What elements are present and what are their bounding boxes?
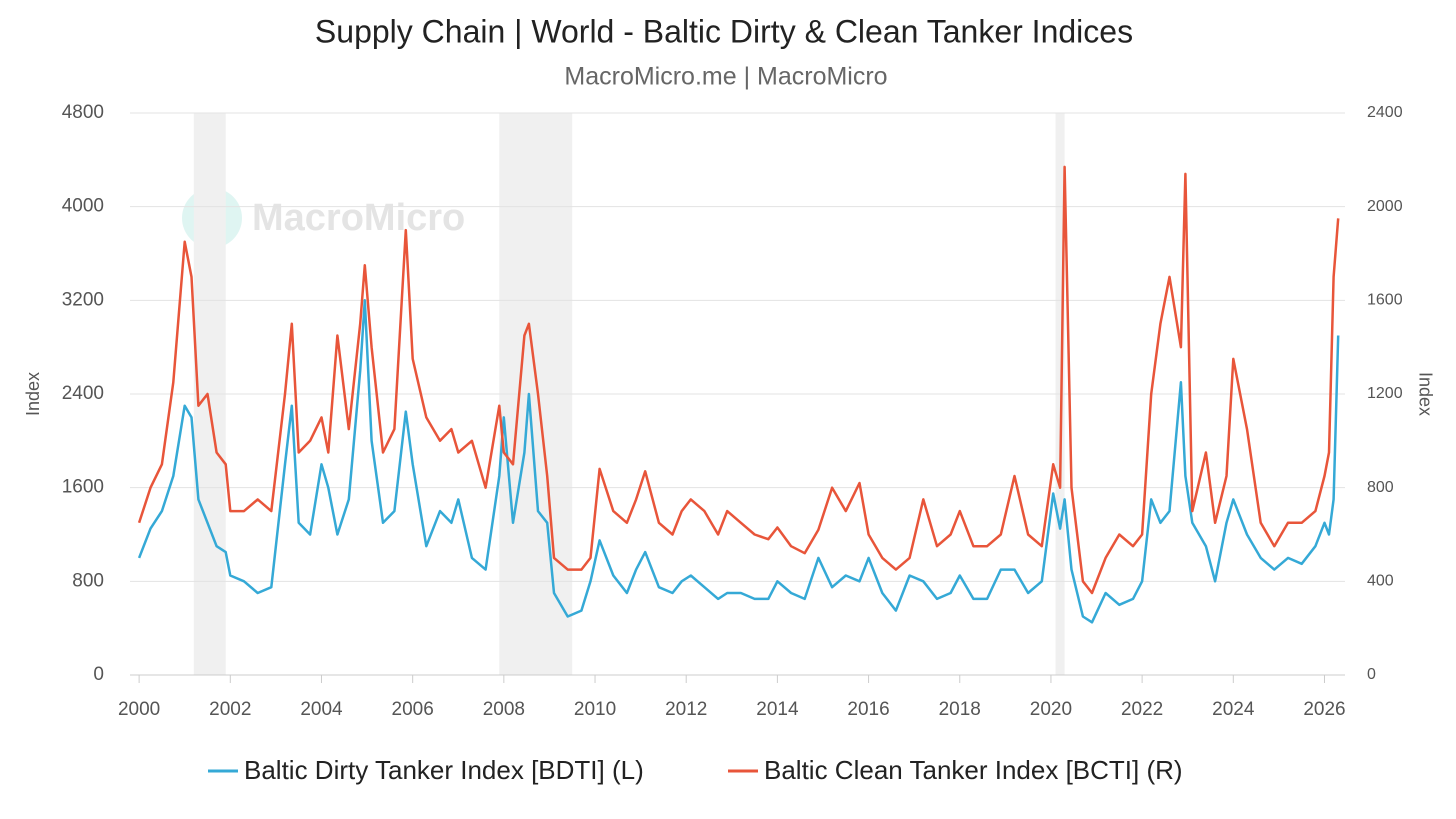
y-tick-label: 3200 [62,289,104,310]
x-tick-label: 2018 [939,699,981,720]
series-line [137,165,1340,595]
x-tick-label: 2016 [847,699,889,720]
x-tick-label: 2014 [756,699,799,720]
y-tick-label: 4000 [62,196,104,217]
y2-axis-label: Index [1415,372,1435,416]
y2-tick-label: 800 [1367,479,1394,496]
y2-tick-label: 2400 [1367,104,1403,121]
y-tick-label: 1600 [62,477,104,498]
y2-tick-label: 400 [1367,573,1394,590]
y-tick-label: 800 [72,570,104,591]
x-tick-label: 2002 [209,699,251,720]
x-tick-label: 2008 [483,699,525,720]
y-tick-label: 4800 [62,102,104,123]
y2-tick-label: 0 [1367,666,1376,683]
y2-tick-label: 2000 [1367,198,1403,215]
y-tick-label: 0 [93,664,104,685]
x-tick-label: 2020 [1030,699,1072,720]
y-tick-label: 2400 [62,383,104,404]
x-tick-label: 2024 [1212,699,1255,720]
chart-title: Supply Chain | World - Baltic Dirty & Cl… [315,13,1133,49]
legend-label: Baltic Clean Tanker Index [BCTI] (R) [764,755,1183,785]
watermark: MacroMicro [252,197,465,239]
y2-tick-label: 1600 [1367,292,1403,309]
y-axis-label: Index [23,372,43,416]
series-line [137,299,1340,624]
x-tick-label: 2026 [1303,699,1345,720]
chart-subtitle: MacroMicro.me | MacroMicro [564,63,887,91]
x-tick-label: 2010 [574,699,616,720]
x-tick-label: 2012 [665,699,707,720]
x-tick-label: 2006 [392,699,434,720]
y2-tick-label: 1200 [1367,385,1403,402]
legend-label: Baltic Dirty Tanker Index [BDTI] (L) [244,755,644,785]
x-tick-label: 2004 [300,699,343,720]
x-tick-label: 2000 [118,699,160,720]
x-tick-label: 2022 [1121,699,1163,720]
